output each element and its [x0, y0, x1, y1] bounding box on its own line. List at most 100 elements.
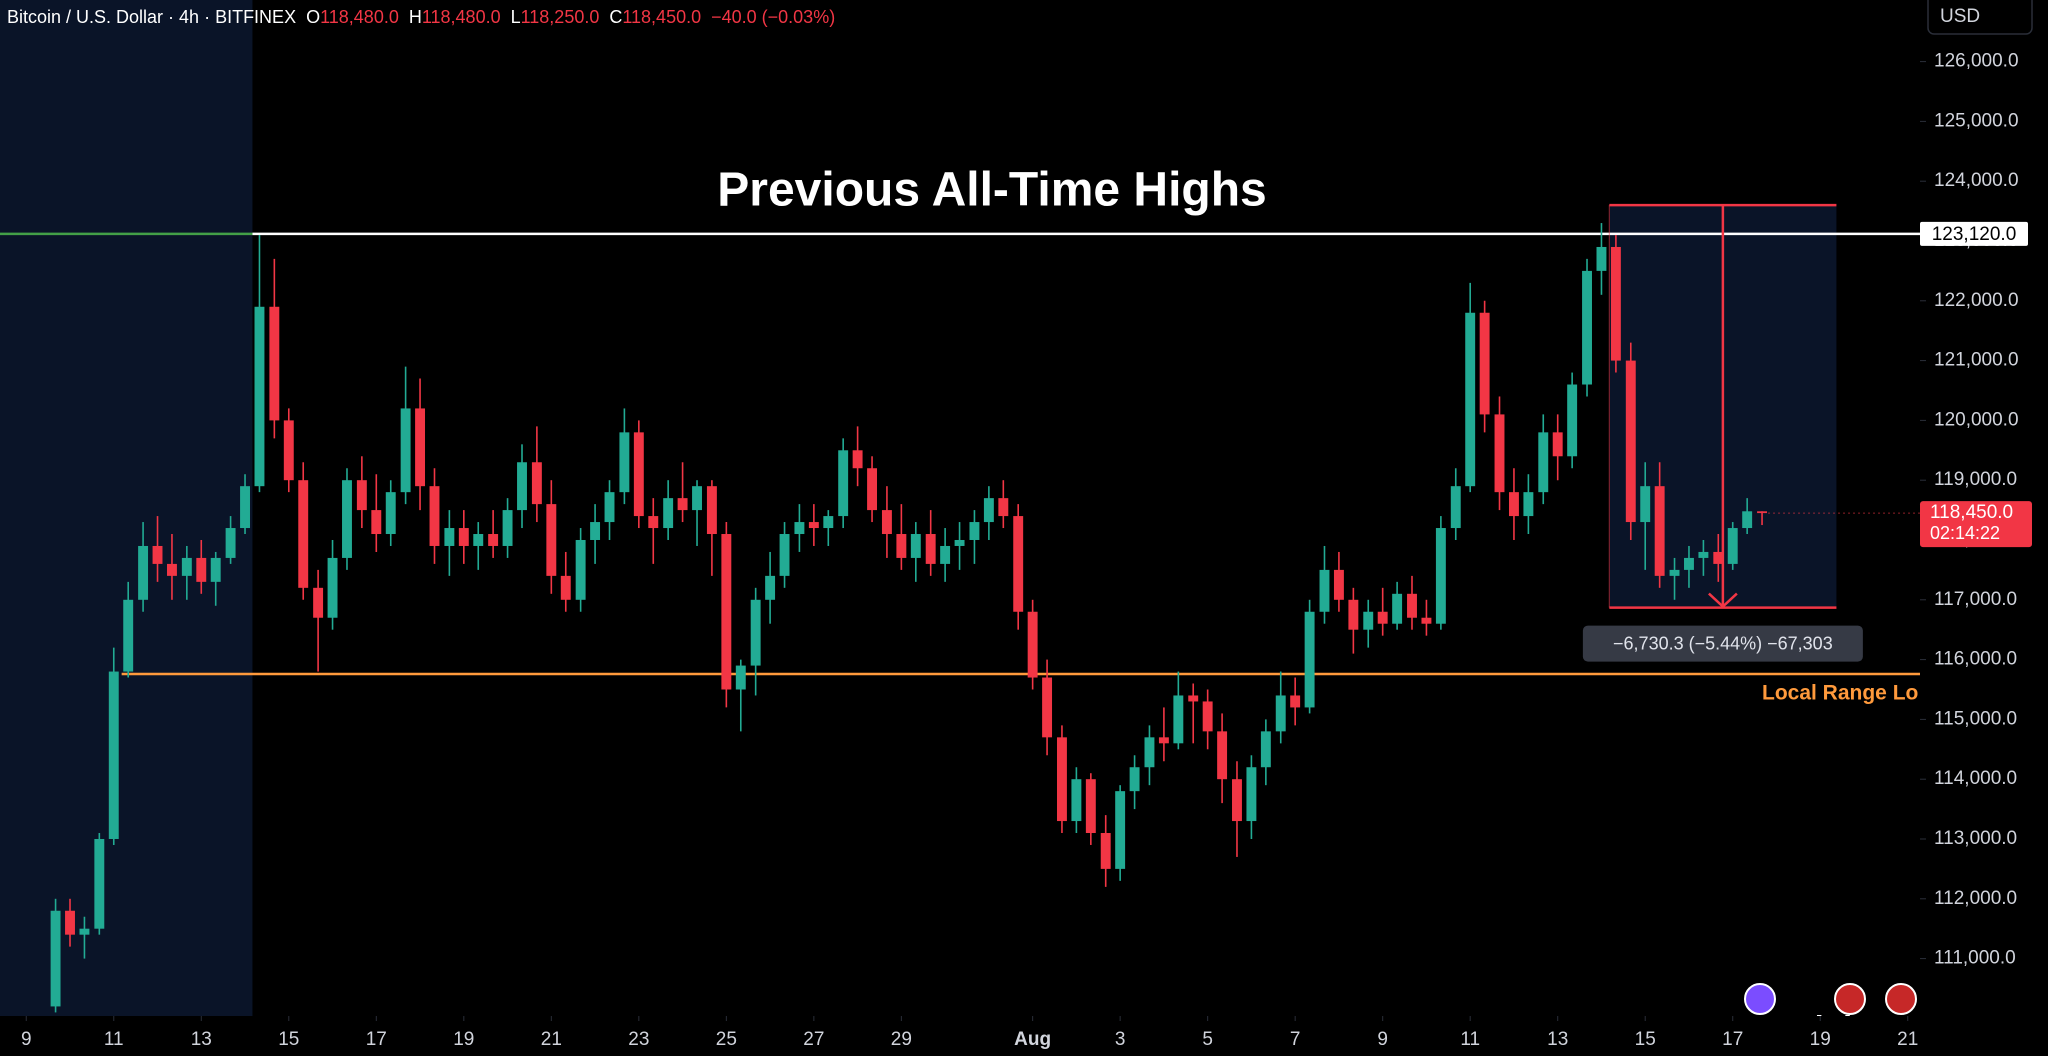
candle-body [940, 545, 951, 564]
x-tick-label: 11 [104, 1029, 124, 1050]
candle-body [79, 928, 90, 935]
y-tick-label: 115,000.0 [1934, 708, 2017, 729]
candle-body [910, 534, 921, 558]
icon [1885, 983, 1917, 1015]
countdown-label: 02:14:22 [1930, 523, 2000, 543]
candle-body [327, 557, 338, 618]
candle-body [1392, 593, 1403, 624]
y-tick-label: 124,000.0 [1934, 170, 2019, 191]
candle-body [1494, 414, 1505, 493]
x-tick-label: 17 [1722, 1029, 1743, 1050]
x-tick-label: 15 [278, 1029, 299, 1050]
x-tick-label: 19 [1810, 1029, 1831, 1050]
price-label: 123,120.0 [1932, 224, 2017, 245]
candle-body [721, 534, 732, 690]
ohlc-value: 118,480.0 [320, 7, 399, 27]
ohlc-key: O [306, 7, 320, 27]
candle-body [1056, 737, 1067, 822]
x-tick-label: 9 [1377, 1029, 1388, 1050]
candle-body [1610, 246, 1621, 361]
candle-body [619, 432, 630, 493]
candle-body [269, 306, 280, 421]
candle-body [735, 665, 746, 690]
candle-body [313, 587, 324, 618]
candle-body [50, 910, 61, 1007]
candle-body [604, 492, 615, 523]
candle-body [896, 534, 907, 558]
x-tick-label: 15 [1635, 1029, 1656, 1050]
candle-body [1027, 611, 1038, 678]
x-tick-label: 21 [1897, 1029, 1918, 1050]
candle-body [1319, 569, 1330, 612]
candle-body [925, 534, 936, 564]
candle-body [517, 462, 527, 511]
candle-body [1713, 551, 1724, 564]
candle-body [1421, 617, 1432, 624]
x-tick-label: 3 [1115, 1029, 1126, 1050]
candle-body [152, 545, 163, 564]
ohlc-key: C [609, 7, 622, 27]
candle-body [1202, 701, 1213, 732]
y-tick-label: 121,000.0 [1934, 350, 2019, 371]
candle-body [1144, 737, 1155, 768]
ohlc-key: L [511, 7, 521, 27]
x-tick-label: 19 [453, 1029, 474, 1050]
candle-body [1188, 695, 1199, 702]
currency-label: USD [1940, 6, 1980, 27]
candle-body [342, 480, 352, 558]
chart-title: Previous All-Time Highs [717, 164, 1266, 217]
candle-body [1158, 737, 1169, 744]
ohlc-value: 118,480.0 [422, 7, 501, 27]
candle-body [1582, 270, 1592, 385]
x-tick-label: 11 [1460, 1029, 1480, 1050]
candle-body [210, 557, 221, 582]
candle-body [852, 450, 863, 469]
level-label: Local Range Lo [1762, 681, 1918, 704]
candle-body [881, 510, 892, 535]
candle-body [1377, 611, 1388, 624]
y-tick-label: 111,000.0 [1934, 948, 2016, 969]
candle-body [196, 557, 207, 582]
plot-area: −6,730.3 (−5.44%) −67,303 Local Range Lo P… [0, 0, 1920, 1045]
x-tick-label: 13 [191, 1029, 212, 1050]
candle-body [633, 432, 644, 517]
symbol: Bitcoin / U.S. Dollar · 4h · BITFINEX [7, 7, 296, 27]
candle-body [1275, 695, 1286, 732]
candle-body [983, 498, 994, 523]
ohlc-value: 118,250.0 [521, 7, 600, 27]
candle-body [356, 480, 367, 511]
candle-body [1246, 767, 1257, 822]
candle-body [240, 486, 250, 529]
candle-body [444, 528, 455, 546]
candle-body [1684, 557, 1694, 570]
candle-body [1333, 569, 1344, 600]
candle-body [1100, 833, 1111, 869]
candle-body [1567, 384, 1578, 457]
candle-body [1640, 486, 1651, 523]
candle-body [692, 486, 702, 511]
candle-body [998, 498, 1009, 517]
annotation: January Highs [1660, 1009, 1881, 1045]
candle-body [429, 486, 440, 546]
candle-body [575, 539, 586, 600]
candle-body [954, 539, 965, 546]
y-tick-label: 125,000.0 [1934, 110, 2019, 131]
y-tick-label: 119,000.0 [1934, 469, 2017, 490]
x-tick-label: 13 [1547, 1029, 1568, 1050]
x-tick-label: 29 [891, 1029, 912, 1050]
candle-body [1304, 611, 1315, 708]
candle-body [1129, 767, 1140, 792]
ohlc-key: H [409, 7, 422, 27]
candle-body [1538, 432, 1549, 493]
candle-body [94, 838, 105, 929]
x-tick-label: 7 [1290, 1029, 1301, 1050]
candle-body [385, 492, 396, 535]
candle-body [750, 599, 761, 666]
candle-body [1407, 593, 1417, 618]
measure-label: −6,730.3 (−5.44%) −67,303 [1613, 633, 1833, 653]
candle-body [765, 575, 776, 600]
x-tick-label: 17 [366, 1029, 387, 1050]
icon [1834, 983, 1866, 1015]
